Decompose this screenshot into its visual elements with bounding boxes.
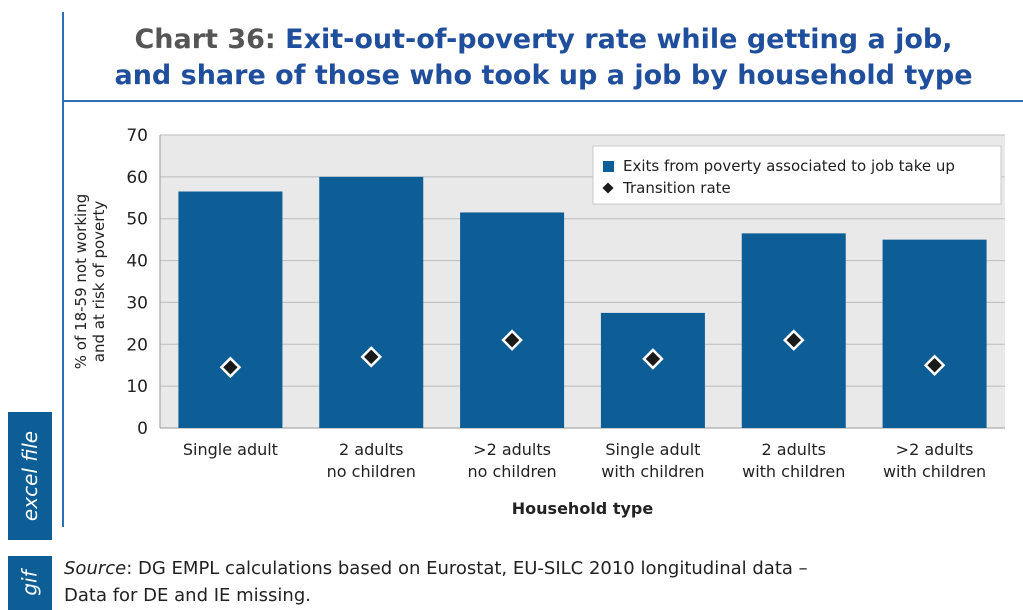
title-rule [62, 100, 1023, 102]
transition-marker [923, 354, 946, 376]
transition-marker [642, 348, 664, 370]
source-label: Source [64, 558, 127, 579]
bar-chart: 0 10 20 30 40 50 60 70 % of 18-59 not workingand… [72, 126, 1005, 518]
y-tick-label: 30 [126, 293, 148, 313]
excel-file-tab[interactable]: excel file [8, 412, 52, 540]
bar [882, 239, 987, 428]
title-line-1: Exit-out-of-poverty rate while getting a… [285, 24, 953, 55]
y-axis-label: % of 18-59 not workingand at risk of pov… [72, 194, 108, 369]
x-tick-label: 2 adults [339, 440, 403, 459]
gif-tab-label: gif [17, 570, 42, 596]
y-tick-label: 0 [137, 419, 148, 439]
source-note: Source: DG EMPL calculations based on Eu… [64, 555, 808, 609]
gif-tab[interactable]: gif [8, 556, 52, 610]
y-tick-label: 50 [126, 210, 148, 230]
legend [592, 145, 1002, 205]
bar [319, 176, 424, 428]
title-line-2: and share of those who took up a job by … [114, 60, 973, 91]
legend-marker-label: Transition rate [622, 179, 731, 197]
x-tick-label: with children [883, 462, 986, 481]
source-line-2: Data for DE and IE missing. [64, 585, 311, 606]
chart-number: Chart 36: [134, 24, 276, 55]
x-tick-label: no children [467, 462, 556, 481]
x-tick-label: >2 adults [896, 440, 974, 459]
source-line-1: : DG EMPL calculations based on Eurostat… [126, 558, 808, 579]
chart-title: Chart 36: Exit-out-of-poverty rate while… [64, 22, 1023, 94]
excel-file-tab-label: excel file [18, 430, 43, 522]
x-tick-label: Single adult [605, 440, 700, 459]
transition-marker [219, 356, 242, 379]
bar [178, 191, 283, 428]
y-tick-label: 20 [126, 335, 148, 355]
transition-marker [782, 329, 805, 351]
x-axis-label: Household type [512, 499, 654, 518]
frame-left-rule [62, 12, 64, 527]
x-tick-label: with children [742, 462, 845, 481]
transition-marker [360, 346, 383, 368]
bar [600, 312, 705, 428]
bar [460, 212, 565, 428]
y-axis-label-line: and at risk of poverty [90, 201, 108, 363]
legend-bar-swatch [603, 161, 614, 172]
y-axis-label-line: % of 18-59 not working [72, 194, 90, 369]
x-tick-label: 2 adults [762, 440, 826, 459]
y-tick-label: 60 [126, 168, 148, 188]
y-tick-label: 70 [126, 126, 148, 146]
x-tick-label: no children [327, 462, 416, 481]
x-tick-label: with children [601, 462, 704, 481]
legend-bar-label: Exits from poverty associated to job tak… [623, 157, 955, 175]
legend-marker-swatch [602, 182, 614, 194]
transition-marker [501, 329, 523, 351]
x-tick-label: >2 adults [473, 440, 551, 459]
y-tick-label: 40 [126, 252, 148, 272]
x-tick-label: Single adult [183, 440, 278, 459]
y-tick-label: 10 [126, 377, 148, 397]
